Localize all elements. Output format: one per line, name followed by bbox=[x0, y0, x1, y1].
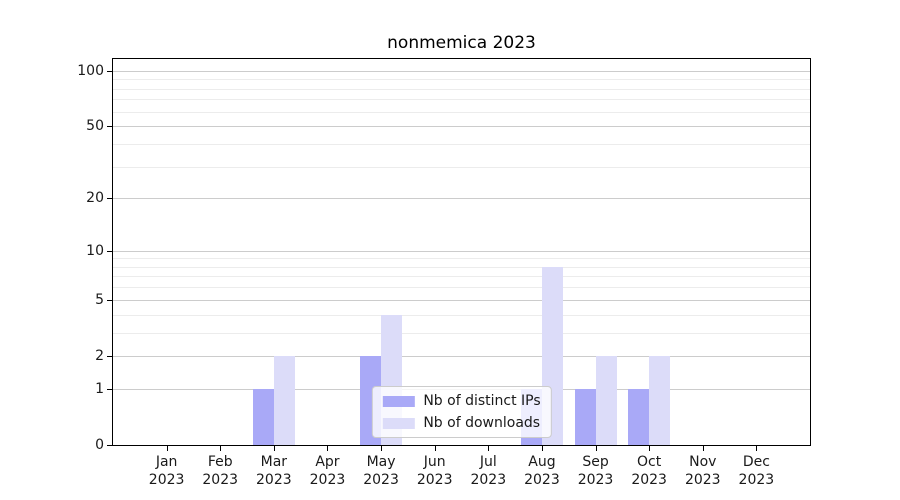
x-tick-label-feb: Feb 2023 bbox=[202, 454, 239, 488]
bar-mar-distinct-ips bbox=[252, 388, 274, 445]
x-tick-label-oct: Oct 2023 bbox=[631, 454, 667, 488]
y-tick-mark bbox=[107, 445, 112, 446]
gridline-minor bbox=[113, 276, 810, 278]
x-tick-label-mar: Mar 2023 bbox=[256, 454, 292, 488]
x-tick-mark bbox=[273, 446, 275, 451]
y-tick-label-50: 50 bbox=[86, 118, 104, 135]
legend-label-distinct-ips: Nb of distinct IPs bbox=[423, 393, 541, 409]
legend-swatch-distinct-ips-icon bbox=[382, 395, 415, 407]
x-tick-label-dec: Dec 2023 bbox=[738, 454, 775, 488]
y-tick-mark bbox=[107, 355, 112, 357]
gridline-minor bbox=[113, 166, 810, 168]
x-tick-label-nov: Nov 2023 bbox=[684, 454, 721, 488]
y-tick-label-100: 100 bbox=[77, 62, 104, 79]
x-tick-label-may: May 2023 bbox=[363, 454, 399, 488]
y-tick-label-10: 10 bbox=[86, 242, 104, 259]
x-tick-mark bbox=[595, 446, 597, 451]
legend: Nb of distinct IPs Nb of downloads bbox=[371, 386, 552, 438]
bar-sep-distinct-ips bbox=[574, 388, 596, 445]
gridline-minor bbox=[113, 79, 810, 81]
legend-label-downloads: Nb of downloads bbox=[423, 415, 541, 431]
gridline-major-100 bbox=[113, 70, 810, 72]
x-tick-mark bbox=[702, 446, 704, 451]
legend-item-downloads: Nb of downloads bbox=[382, 415, 540, 431]
legend-swatch-downloads-icon bbox=[382, 417, 415, 429]
gridline-minor bbox=[113, 111, 810, 113]
x-tick-label-jun: Jun 2023 bbox=[416, 454, 453, 488]
x-tick-label-sep: Sep 2023 bbox=[577, 454, 614, 488]
x-tick-mark bbox=[488, 446, 490, 451]
y-tick-label-1: 1 bbox=[95, 380, 104, 397]
gridline-major-2 bbox=[113, 355, 810, 357]
y-tick-mark bbox=[107, 388, 112, 390]
y-tick-label-2: 2 bbox=[95, 347, 104, 364]
gridline-minor bbox=[113, 266, 810, 268]
y-tick-mark bbox=[107, 198, 112, 200]
y-tick-label-5: 5 bbox=[95, 291, 104, 308]
gridline-major-50 bbox=[113, 126, 810, 128]
chart-title: nonmemica 2023 bbox=[387, 33, 536, 53]
gridline-major-10 bbox=[113, 250, 810, 252]
bar-oct-distinct-ips bbox=[628, 388, 650, 445]
x-tick-label-jul: Jul 2023 bbox=[470, 454, 507, 488]
gridline-major-5 bbox=[113, 299, 810, 301]
x-tick-label-jan: Jan 2023 bbox=[148, 454, 185, 488]
x-tick-mark bbox=[327, 446, 329, 451]
x-tick-mark bbox=[756, 446, 758, 451]
bar-sep-downloads bbox=[595, 355, 617, 445]
y-tick-label-0: 0 bbox=[95, 437, 104, 453]
gridline-minor bbox=[113, 99, 810, 101]
bar-mar-downloads bbox=[273, 355, 295, 445]
plot-area: Nb of distinct IPs Nb of downloads bbox=[112, 58, 811, 446]
gridline-minor bbox=[113, 258, 810, 260]
gridline-minor bbox=[113, 332, 810, 334]
y-tick-mark bbox=[107, 126, 112, 128]
y-tick-mark bbox=[107, 70, 112, 72]
legend-item-distinct-ips: Nb of distinct IPs bbox=[382, 393, 541, 409]
x-tick-label-aug: Aug 2023 bbox=[524, 454, 560, 488]
gridline-major-20 bbox=[113, 198, 810, 200]
x-tick-mark bbox=[541, 446, 543, 451]
y-tick-mark bbox=[107, 250, 112, 252]
gridline-minor bbox=[113, 88, 810, 90]
x-tick-mark bbox=[381, 446, 383, 451]
x-tick-mark bbox=[434, 446, 436, 451]
bar-oct-downloads bbox=[649, 355, 671, 445]
y-tick-mark bbox=[107, 299, 112, 301]
gridline-minor bbox=[113, 287, 810, 289]
x-tick-label-apr: Apr 2023 bbox=[309, 454, 346, 488]
x-tick-mark bbox=[166, 446, 168, 451]
x-tick-mark bbox=[220, 446, 222, 451]
gridline-minor bbox=[113, 314, 810, 316]
y-tick-label-20: 20 bbox=[86, 190, 104, 207]
x-tick-mark bbox=[649, 446, 651, 451]
gridline-minor bbox=[113, 143, 810, 145]
